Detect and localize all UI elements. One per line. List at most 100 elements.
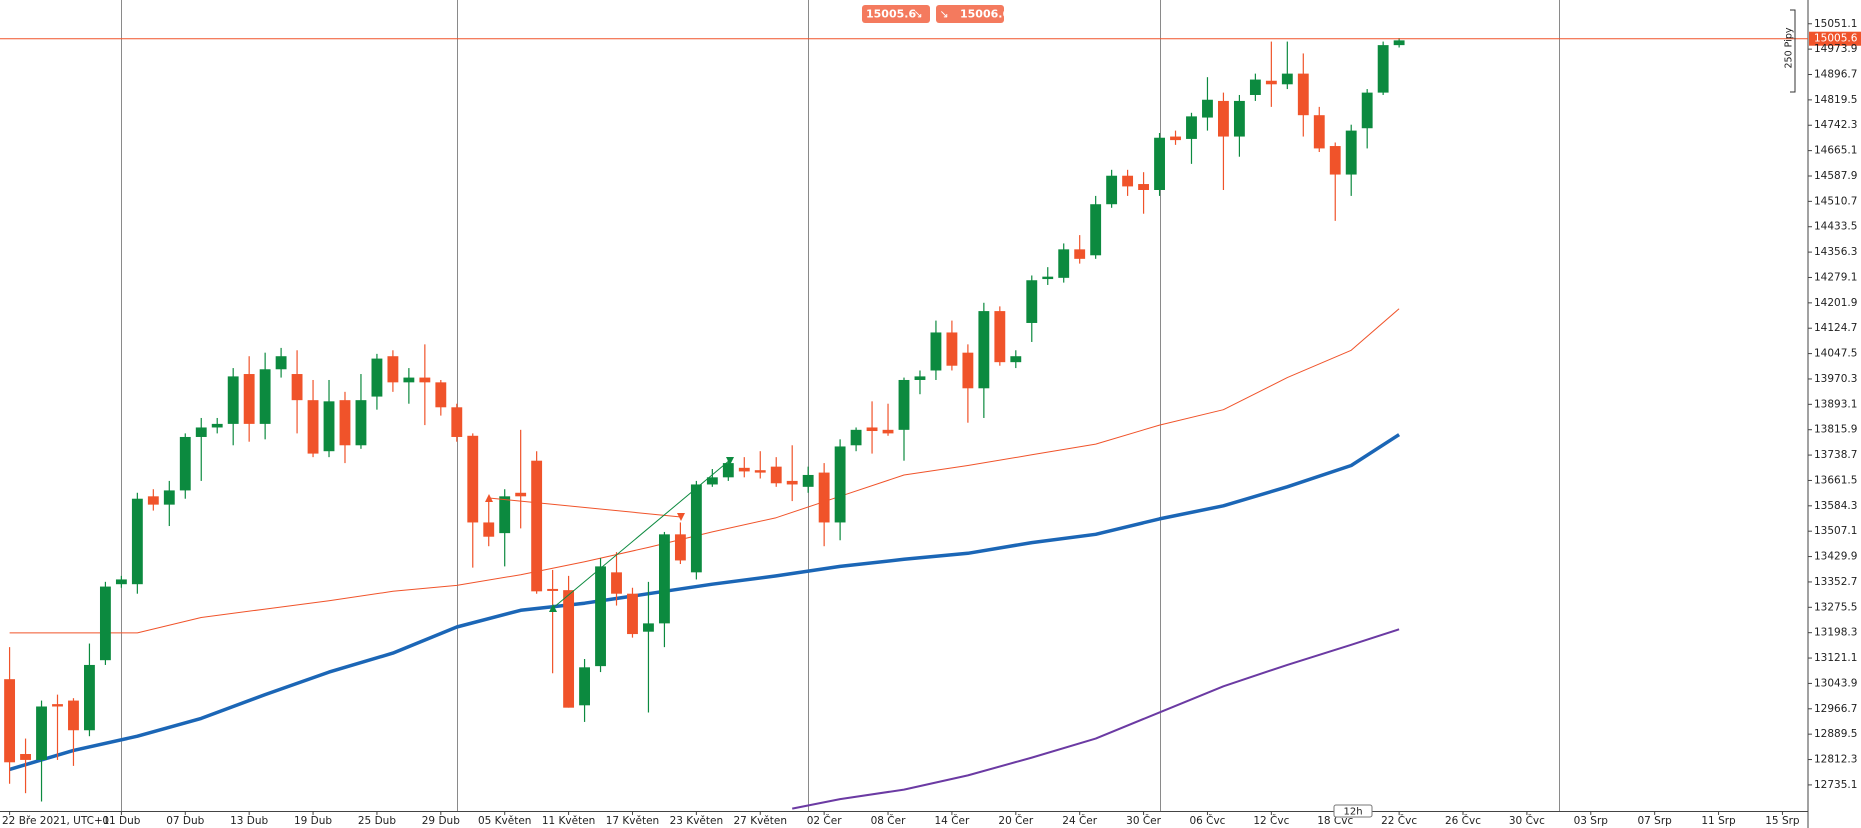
y-tick-label: 14665.1 <box>1814 145 1857 157</box>
candle-body <box>451 407 463 437</box>
candle-body <box>690 484 702 573</box>
candle-body <box>1202 99 1213 118</box>
candle-body <box>994 311 1006 363</box>
y-tick-label: 13121.1 <box>1814 652 1857 664</box>
candle-body <box>866 427 878 432</box>
y-tick-label: 12966.7 <box>1814 703 1857 715</box>
trend-line <box>552 459 731 609</box>
candle-body <box>1218 100 1229 137</box>
candle-body <box>1074 249 1086 259</box>
candle-body <box>1106 175 1118 205</box>
candle-body <box>179 436 191 491</box>
moving-average <box>9 433 1401 772</box>
y-tick-label: 14124.7 <box>1814 322 1857 334</box>
x-tick-label: 22 Bře 2021, UTC+1 <box>2 815 109 827</box>
y-tick-label: 13352.7 <box>1814 576 1857 588</box>
ask-arrow: ↘ <box>939 8 948 21</box>
candle-body <box>1297 73 1309 116</box>
y-tick-label: 13661.5 <box>1814 474 1857 486</box>
candle-body <box>531 460 543 592</box>
candle-body <box>738 467 750 472</box>
ask-tag[interactable] <box>936 5 1004 23</box>
y-tick-label: 12812.3 <box>1814 754 1857 766</box>
candle-body <box>786 480 798 485</box>
trend-marker <box>485 494 493 502</box>
candle-body <box>1233 100 1245 137</box>
candle-body <box>387 356 399 383</box>
y-tick-label: 14433.5 <box>1814 221 1857 233</box>
candle-body <box>371 358 383 397</box>
y-tick-label: 13043.9 <box>1814 677 1857 689</box>
candle-body <box>275 356 287 370</box>
candle-body <box>1361 92 1373 129</box>
candle-body <box>611 572 622 594</box>
current-price-marker <box>1809 31 1861 46</box>
x-tick-label: 11 Srp <box>1701 815 1736 827</box>
candle-body <box>898 379 910 430</box>
y-tick-label: 14279.1 <box>1814 271 1857 283</box>
candle-body <box>1249 79 1261 95</box>
x-tick-label: 17 Květen <box>606 815 660 827</box>
bid-tag[interactable] <box>862 5 930 23</box>
candle-body <box>643 623 654 632</box>
candle-body <box>323 401 335 452</box>
candle-body <box>1265 80 1277 85</box>
y-tick-label: 13893.1 <box>1814 398 1857 410</box>
candle-body <box>1377 45 1389 93</box>
y-tick-label: 13275.5 <box>1814 601 1857 613</box>
x-tick-label: 01 Dub <box>102 815 140 827</box>
x-tick-label: 06 Čvc <box>1189 814 1225 827</box>
current-price-label: 15005.6 <box>1814 33 1858 45</box>
candle-body <box>802 474 814 487</box>
y-tick-label: 13429.9 <box>1814 551 1857 563</box>
trend-marker <box>677 513 685 521</box>
candle-body <box>563 590 575 708</box>
timeframe-box[interactable] <box>1333 804 1373 818</box>
y-tick-label: 14587.9 <box>1814 170 1857 182</box>
x-tick-label: 30 Čer <box>1126 814 1161 827</box>
x-tick-label: 15 Srp <box>1765 815 1800 827</box>
candle-body <box>84 664 95 731</box>
candle-body <box>339 400 351 446</box>
x-tick-label: 07 Srp <box>1637 815 1672 827</box>
candle-body <box>882 429 894 434</box>
candle-body <box>147 496 159 505</box>
candle-body <box>4 679 16 763</box>
candle-body <box>1154 137 1165 190</box>
candle-body <box>658 534 670 624</box>
y-tick-label: 13815.9 <box>1814 424 1857 436</box>
x-tick-label: 26 Čvc <box>1445 814 1481 827</box>
candle-body <box>499 496 511 534</box>
y-tick-label: 12889.5 <box>1814 728 1857 740</box>
x-tick-label: 14 Čer <box>935 814 970 827</box>
candle-body <box>211 423 223 428</box>
candle-body <box>595 566 606 667</box>
timeframe: 12h <box>1343 807 1362 818</box>
candle-body <box>1090 204 1102 256</box>
candle-body <box>1186 116 1197 139</box>
candle-body <box>1345 130 1357 175</box>
bid-arrow: ↘ <box>913 8 922 21</box>
y-tick-label: 13584.3 <box>1814 500 1857 512</box>
candle-body <box>722 463 734 478</box>
y-tick-label: 13198.3 <box>1814 627 1857 639</box>
y-tick-label: 14742.3 <box>1814 119 1857 131</box>
y-tick-label: 14819.5 <box>1814 94 1857 106</box>
candle-body <box>20 754 31 760</box>
x-tick-label: 25 Dub <box>358 815 396 827</box>
candle-body <box>674 534 686 561</box>
y-tick-label: 13738.7 <box>1814 449 1857 461</box>
candle-body <box>1313 115 1325 149</box>
candle-body <box>259 369 271 424</box>
candle-body <box>1010 356 1022 363</box>
candle-body <box>403 377 415 383</box>
x-tick-label: 02 Čer <box>807 814 842 827</box>
y-tick-label: 14896.7 <box>1814 69 1857 81</box>
candle-body <box>850 429 862 446</box>
candle-body <box>467 435 479 523</box>
x-tick-label: 29 Dub <box>422 815 460 827</box>
candle-body <box>99 586 111 661</box>
trend-marker <box>726 457 734 465</box>
candle-body <box>36 706 47 760</box>
